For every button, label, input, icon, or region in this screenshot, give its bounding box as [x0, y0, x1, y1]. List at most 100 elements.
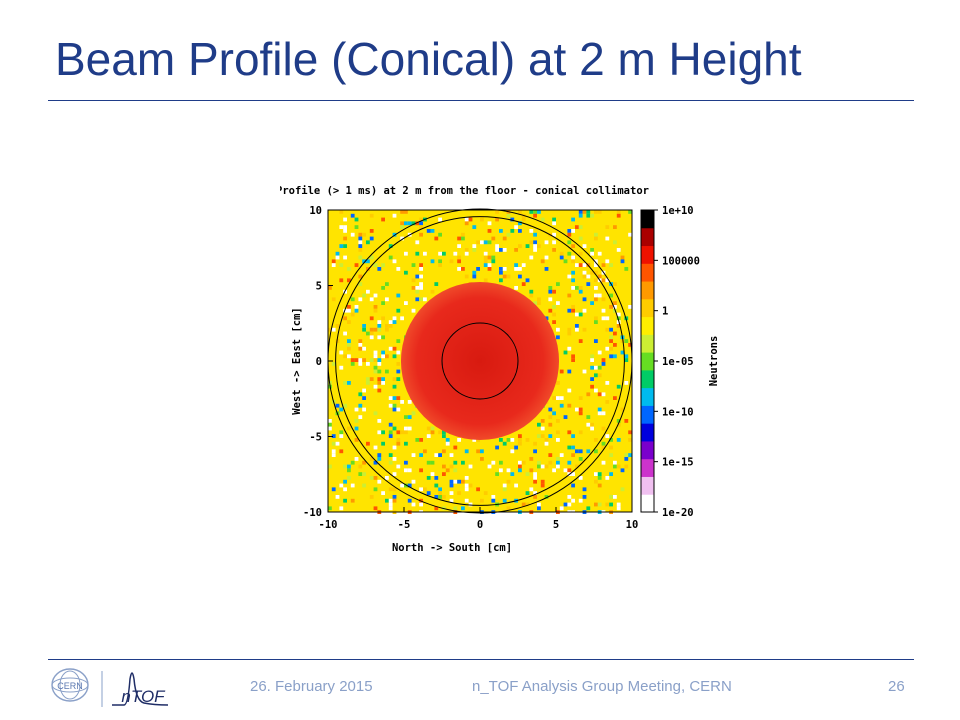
heatmap-cell: [609, 495, 613, 499]
heatmap-cell: [552, 221, 556, 226]
heatmap-cell: [529, 229, 534, 233]
cern-logo: CERN: [51, 668, 89, 702]
heatmap-cell: [388, 430, 393, 435]
heatmap-cell: [616, 419, 621, 423]
heatmap-cell: [620, 350, 625, 355]
heatmap-cell: [358, 236, 363, 241]
heatmap-cell: [499, 270, 503, 275]
heatmap-cell: [426, 426, 431, 431]
heatmap-cell: [601, 392, 606, 397]
heatmap-cell: [487, 267, 492, 271]
heatmap-cell: [366, 381, 370, 385]
heatmap-cell: [594, 502, 598, 507]
heatmap-cell: [464, 487, 469, 492]
heatmap-cell: [366, 377, 370, 381]
heatmap-cell: [461, 460, 465, 465]
heatmap-cell: [354, 358, 359, 362]
heatmap-cell: [510, 449, 515, 454]
heatmap-cell: [578, 289, 583, 294]
heatmap-cell: [392, 407, 397, 412]
heatmap-cell: [609, 502, 613, 507]
heatmap-cell: [487, 464, 492, 469]
heatmap-cell: [510, 438, 515, 442]
heatmap-cell: [339, 506, 344, 511]
heatmap-cell: [339, 434, 344, 438]
heatmap-cell: [388, 244, 393, 248]
heatmap-cell: [567, 388, 572, 393]
heatmap-cell: [586, 213, 591, 218]
heatmap-cell: [616, 464, 621, 469]
heatmap-cell: [419, 282, 423, 286]
heatmap-cell: [354, 308, 359, 313]
heatmap-cell: [385, 498, 389, 503]
heatmap-cell: [472, 274, 477, 279]
heatmap-cell: [369, 335, 374, 340]
heatmap-cell: [605, 381, 610, 385]
heatmap-cell: [609, 335, 613, 340]
heatmap-cell: [597, 392, 602, 397]
heatmap-cell: [381, 354, 385, 359]
heatmap-cell: [620, 255, 625, 260]
heatmap-cell: [404, 441, 408, 446]
heatmap-cell: [537, 297, 541, 302]
heatmap-cell: [533, 240, 537, 245]
heatmap-cell: [392, 403, 397, 408]
heatmap-cell: [358, 339, 363, 343]
heatmap-cell: [362, 327, 366, 332]
heatmap-cell: [491, 236, 496, 241]
heatmap-cell: [502, 483, 507, 488]
heatmap-cell: [594, 388, 598, 393]
heatmap-cell: [358, 297, 363, 302]
heatmap-cell: [594, 339, 598, 343]
heatmap-cell: [369, 476, 374, 480]
heatmap-cell: [601, 316, 606, 321]
heatmap-cell: [369, 358, 374, 362]
heatmap-cell: [392, 384, 397, 389]
heatmap-cell: [525, 472, 530, 476]
heatmap-cell: [567, 251, 572, 256]
heatmap-cell: [453, 506, 458, 511]
heatmap-cell: [518, 221, 522, 226]
heatmap-cell: [601, 278, 606, 283]
heatmap-plot: [327, 208, 633, 514]
heatmap-cell: [369, 316, 374, 321]
heatmap-cell: [358, 255, 363, 260]
slide-title: Beam Profile (Conical) at 2 m Height: [55, 33, 802, 85]
heatmap-cell: [388, 403, 393, 408]
heatmap-cell: [396, 438, 401, 442]
heatmap-cell: [464, 449, 469, 454]
heatmap-cell: [377, 430, 382, 435]
heatmap-cell: [415, 286, 420, 290]
heatmap-cell: [480, 498, 484, 503]
colorbar-tick-label: 1: [662, 306, 668, 318]
heatmap-cell: [529, 240, 534, 245]
heatmap-cell: [616, 384, 621, 389]
heatmap-cell: [575, 449, 579, 454]
heatmap-cell: [396, 362, 401, 366]
heatmap-cell: [548, 297, 553, 302]
heatmap-cell: [476, 267, 480, 271]
heatmap-cell: [483, 240, 488, 245]
heatmap-cell: [582, 274, 587, 279]
heatmap-cell: [613, 301, 617, 305]
heatmap-cell: [354, 457, 359, 461]
heatmap-cell: [609, 263, 613, 267]
heatmap-cell: [423, 297, 427, 302]
heatmap-cell: [487, 263, 492, 267]
page-number: 26: [888, 678, 905, 695]
heatmap-cell: [578, 476, 583, 480]
heatmap-cell: [419, 438, 423, 442]
heatmap-cell: [529, 255, 534, 260]
heatmap-cell: [392, 498, 397, 503]
heatmap-cell: [339, 263, 344, 267]
heatmap-cell: [506, 213, 511, 218]
heatmap-cell: [385, 327, 389, 332]
heatmap-cell: [559, 251, 564, 256]
heatmap-cell: [426, 460, 431, 465]
heatmap-cell: [518, 229, 522, 233]
heatmap-cell: [487, 240, 492, 245]
heatmap-cell: [350, 358, 355, 362]
colorbar-tick-labels: 1e+10 100000 1 1e-05 1e-10 1e-15 1e-20: [654, 205, 700, 519]
colorbar-segment: [641, 423, 654, 442]
heatmap-cell: [445, 438, 450, 442]
